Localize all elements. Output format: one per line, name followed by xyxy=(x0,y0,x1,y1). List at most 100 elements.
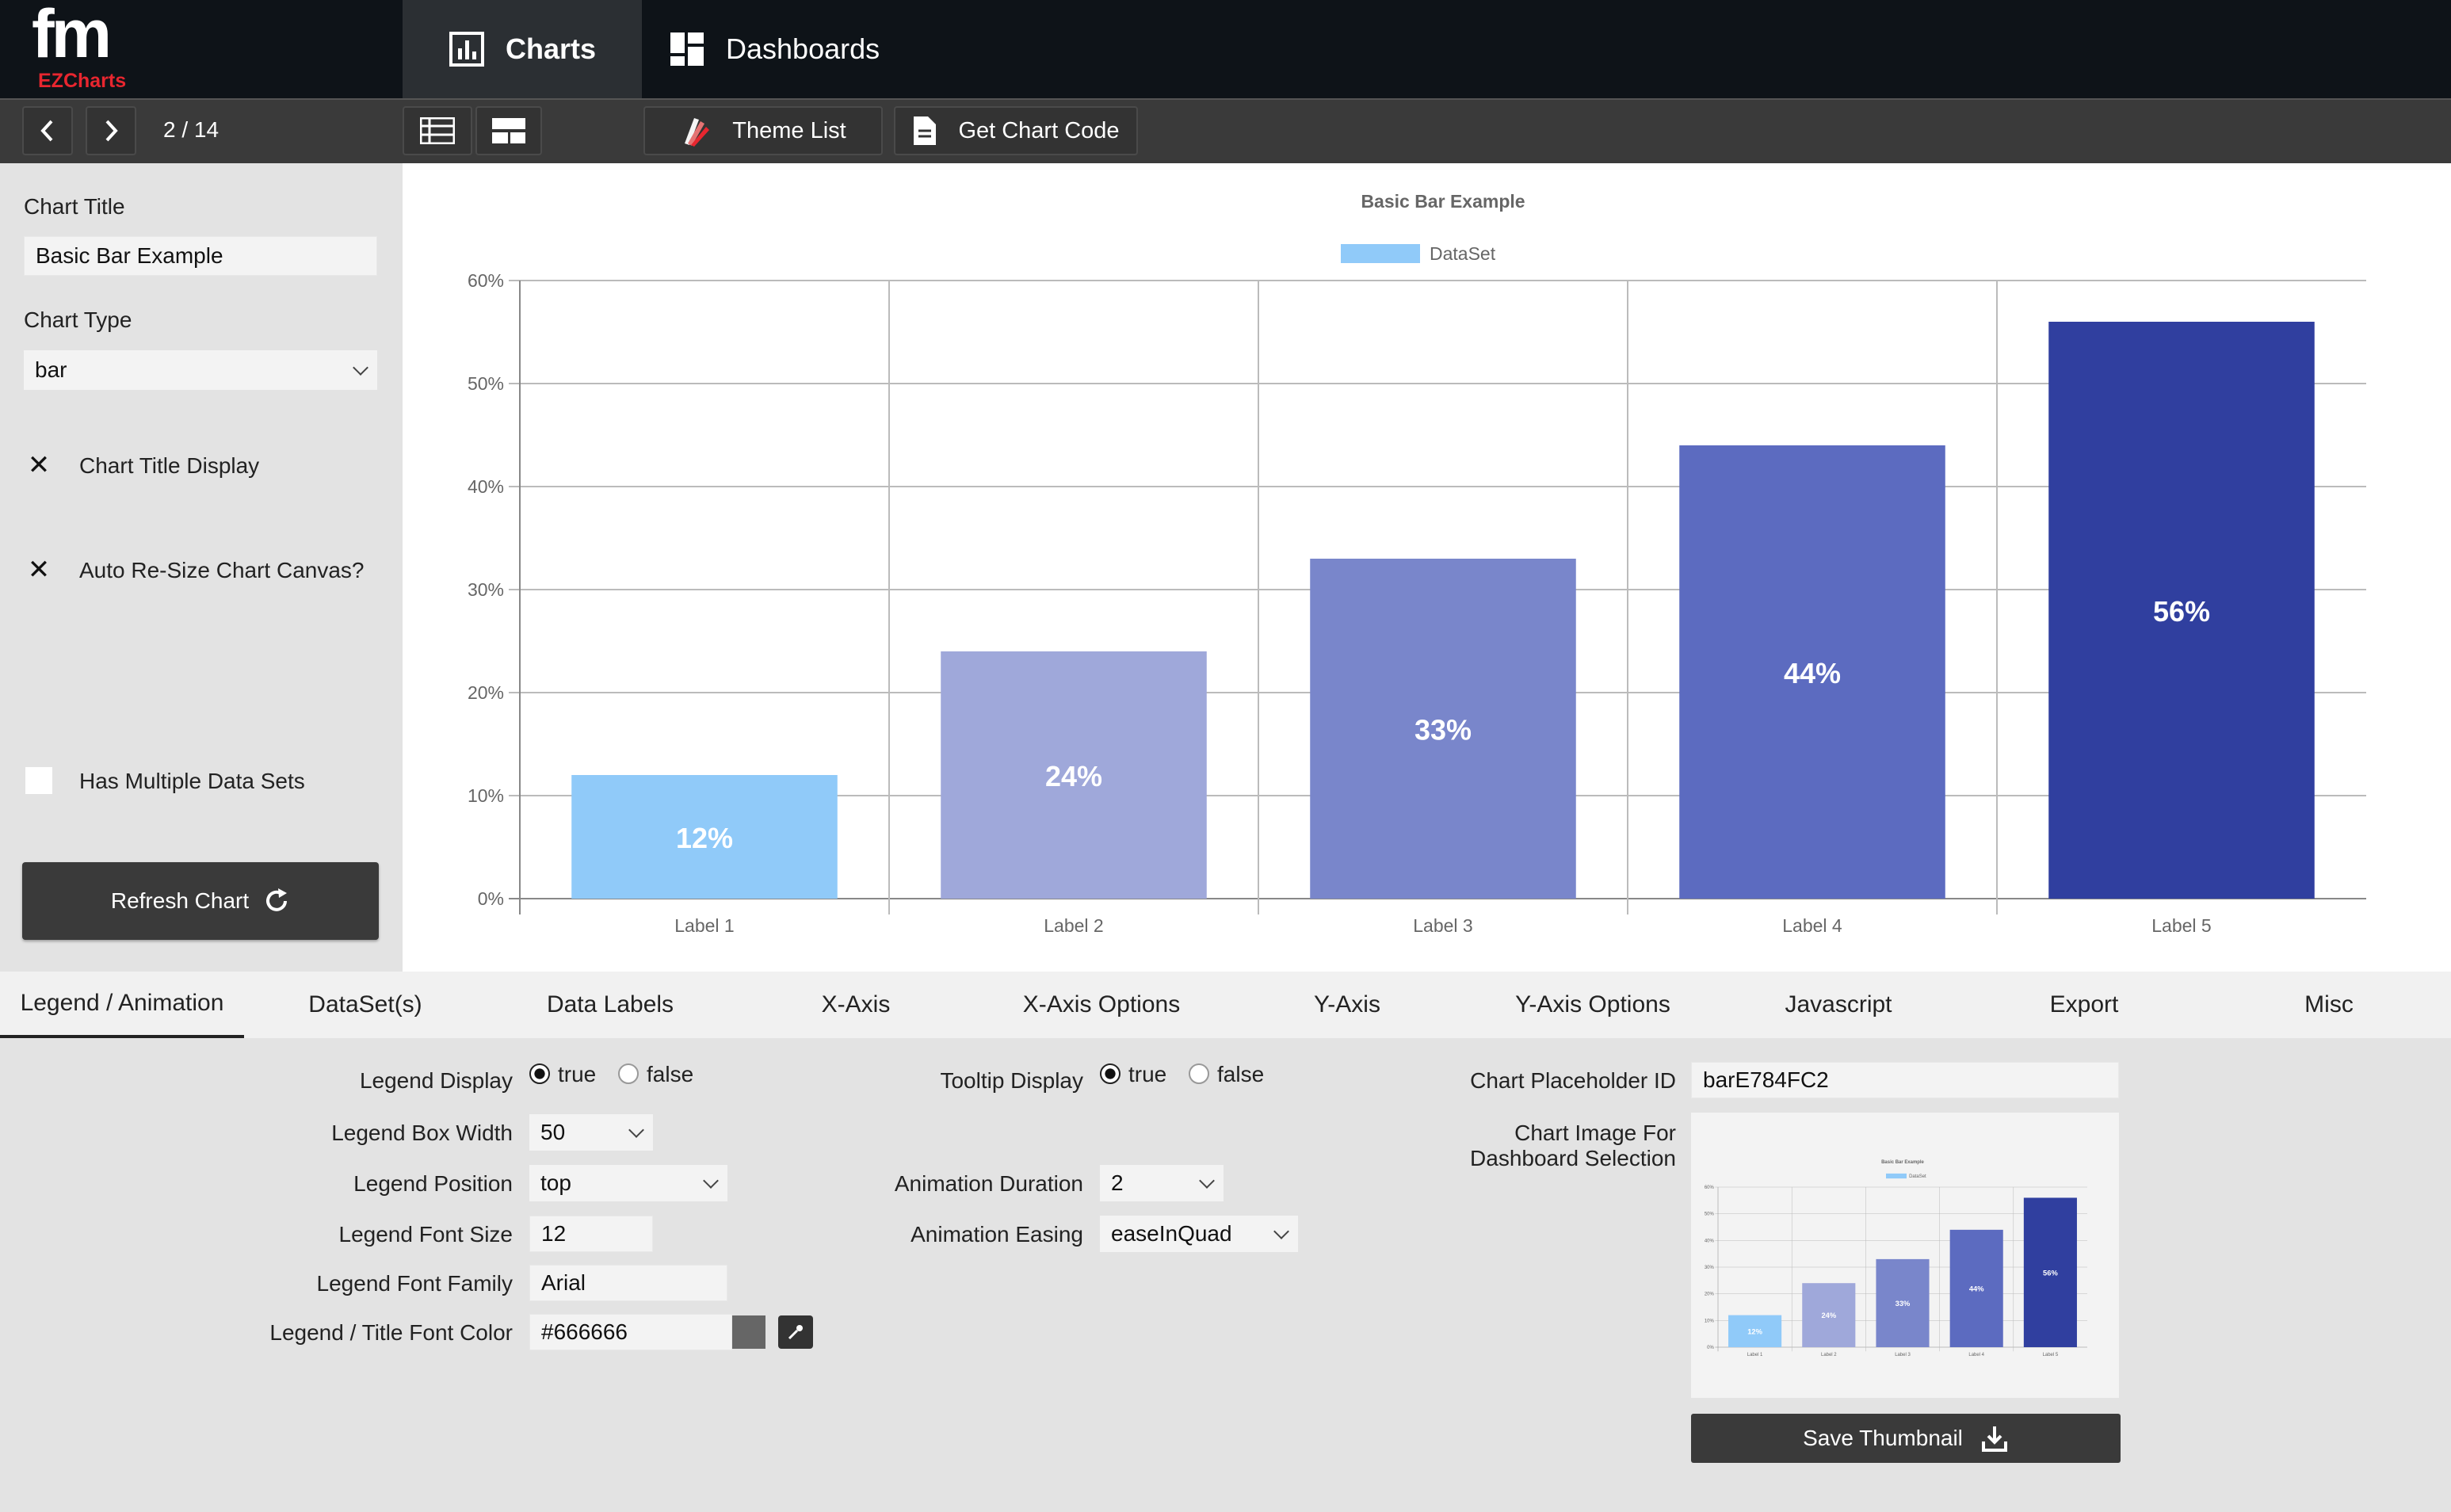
y-tick-label: 40% xyxy=(1705,1239,1715,1243)
chart-type-select[interactable]: bar xyxy=(24,350,377,390)
color-swatch-icon xyxy=(685,118,710,147)
chevron-down-icon xyxy=(1199,1173,1215,1189)
chart-image-label-line1: Chart Image For xyxy=(1514,1121,1676,1145)
thumbnail-bar-chart: Basic Bar Example DataSet 0% 10% 20% 30% 40% 50… xyxy=(1705,1160,2087,1357)
bar-data-label: 56% xyxy=(2043,1269,2058,1277)
tab-x-axis-options[interactable]: X-Axis Options xyxy=(1022,991,1181,1018)
chart-canvas: Basic Bar Example DataSet 0% 10% 20% 30% 40% 50… xyxy=(403,163,2451,972)
prev-chart-button[interactable] xyxy=(22,106,73,155)
x-tick-label: Label 1 xyxy=(1747,1353,1763,1357)
bar xyxy=(1876,1258,1930,1347)
tab-x-axis[interactable]: X-Axis xyxy=(821,991,891,1018)
tab-legend-animation[interactable]: Legend / Animation xyxy=(0,972,244,1038)
placeholder-id-input[interactable]: barE784FC2 xyxy=(1691,1062,2119,1098)
font-color-input[interactable]: #666666 xyxy=(529,1314,732,1350)
grid-view-button[interactable] xyxy=(475,106,542,155)
legend-font-family-label: Legend Font Family xyxy=(316,1271,513,1296)
legend-label: DataSet xyxy=(1430,243,1496,264)
nav-dashboards-label: Dashboards xyxy=(726,32,880,65)
tooltip-display-true-label: true xyxy=(1128,1062,1167,1086)
save-thumbnail-button[interactable]: Save Thumbnail xyxy=(1691,1414,2121,1463)
bar-data-label: 33% xyxy=(1896,1300,1911,1308)
animation-easing-select[interactable]: easeInQuad xyxy=(1100,1216,1298,1252)
tab-export[interactable]: Export xyxy=(2049,991,2119,1018)
tab-datasets[interactable]: DataSet(s) xyxy=(308,991,422,1018)
font-color-label: Legend / Title Font Color xyxy=(269,1320,513,1345)
get-chart-code-button[interactable]: Get Chart Code xyxy=(894,106,1138,155)
tab-y-axis-options[interactable]: Y-Axis Options xyxy=(1515,991,1670,1018)
list-view-button[interactable] xyxy=(403,106,472,155)
bar xyxy=(941,651,1207,899)
auto-resize-checkbox[interactable]: ✕ xyxy=(27,555,51,585)
legend-display-false-radio[interactable] xyxy=(618,1063,639,1084)
x-tick-label: Label 4 xyxy=(1782,915,1842,936)
font-color-swatch[interactable] xyxy=(732,1315,765,1349)
chevron-down-icon xyxy=(353,360,368,376)
x-tick-label: Label 1 xyxy=(674,915,734,936)
bar xyxy=(1310,559,1576,899)
chevron-down-icon xyxy=(628,1122,644,1138)
legend-position-value: top xyxy=(540,1170,571,1195)
refresh-chart-label: Refresh Chart xyxy=(110,888,250,913)
nav-tab-dashboards[interactable]: Dashboards xyxy=(669,0,922,98)
tab-y-axis[interactable]: Y-Axis xyxy=(1314,991,1380,1018)
y-tick-label: 20% xyxy=(468,682,504,703)
bar-data-label: 44% xyxy=(1784,657,1841,689)
title-display-checkbox[interactable]: ✕ xyxy=(27,450,51,480)
download-icon xyxy=(1981,1426,2007,1452)
toolbar xyxy=(0,98,2451,163)
legend-display-true-radio[interactable] xyxy=(529,1063,550,1084)
chart-title: Basic Bar Example xyxy=(1361,191,1525,212)
legend-display-label: Legend Display xyxy=(359,1068,513,1093)
legend-swatch xyxy=(1886,1173,1907,1179)
legend-box-width-select[interactable]: 50 xyxy=(529,1114,653,1151)
chevron-right-icon xyxy=(105,120,118,142)
bar-data-label: 44% xyxy=(1969,1285,1984,1293)
animation-easing-label: Animation Easing xyxy=(911,1222,1083,1247)
chart-title-input[interactable]: Basic Bar Example xyxy=(24,236,377,276)
multi-dataset-label: Has Multiple Data Sets xyxy=(79,769,305,793)
bar-data-label: 56% xyxy=(2153,595,2210,628)
bar-data-label: 24% xyxy=(1045,760,1102,792)
y-tick-label: 30% xyxy=(468,579,504,600)
document-icon xyxy=(914,116,937,145)
legend-display-true-label: true xyxy=(558,1062,597,1086)
tooltip-display-false-label: false xyxy=(1217,1062,1265,1086)
legend-font-size-label: Legend Font Size xyxy=(338,1222,513,1247)
legend-font-size-input[interactable]: 12 xyxy=(529,1216,653,1252)
tooltip-display-false-radio[interactable] xyxy=(1189,1063,1209,1084)
y-tick-label: 10% xyxy=(468,785,504,806)
theme-list-label: Theme List xyxy=(732,117,846,143)
dashboard-icon xyxy=(670,32,704,66)
legend-position-select[interactable]: top xyxy=(529,1165,727,1201)
x-tick-label: Label 3 xyxy=(1895,1353,1911,1357)
bar-data-label: 12% xyxy=(676,822,733,854)
color-picker-button[interactable] xyxy=(778,1315,813,1349)
logo-mark: fm xyxy=(32,0,112,72)
chart-title: Basic Bar Example xyxy=(1881,1160,1924,1165)
bar-data-label: 33% xyxy=(1414,714,1472,746)
bar xyxy=(1679,445,1945,899)
grid-view-icon xyxy=(492,118,525,143)
y-tick-label: 0% xyxy=(478,888,504,909)
chart-type-label: Chart Type xyxy=(24,307,132,332)
chart-settings-panel xyxy=(0,163,403,972)
legend-label: DataSet xyxy=(1909,1174,1926,1179)
legend-font-family-input[interactable]: Arial xyxy=(529,1265,727,1301)
y-tick-label: 50% xyxy=(1705,1212,1715,1217)
next-chart-button[interactable] xyxy=(86,106,136,155)
tab-misc[interactable]: Misc xyxy=(2304,991,2354,1018)
refresh-chart-button[interactable]: Refresh Chart xyxy=(22,862,379,940)
theme-list-button[interactable]: Theme List xyxy=(643,106,883,155)
multi-dataset-checkbox[interactable] xyxy=(25,767,52,794)
tab-javascript[interactable]: Javascript xyxy=(1785,991,1892,1018)
bar-chart-icon xyxy=(449,32,484,67)
chart-image-label-line2: Dashboard Selection xyxy=(1470,1146,1676,1170)
bar xyxy=(1728,1315,1782,1347)
tab-data-labels[interactable]: Data Labels xyxy=(546,991,674,1018)
animation-duration-select[interactable]: 2 xyxy=(1100,1165,1224,1201)
placeholder-id-label: Chart Placeholder ID xyxy=(1470,1068,1676,1093)
nav-tab-charts[interactable]: Charts xyxy=(403,0,642,98)
app-logo[interactable]: fm EZCharts xyxy=(0,0,401,98)
tooltip-display-true-radio[interactable] xyxy=(1100,1063,1121,1084)
